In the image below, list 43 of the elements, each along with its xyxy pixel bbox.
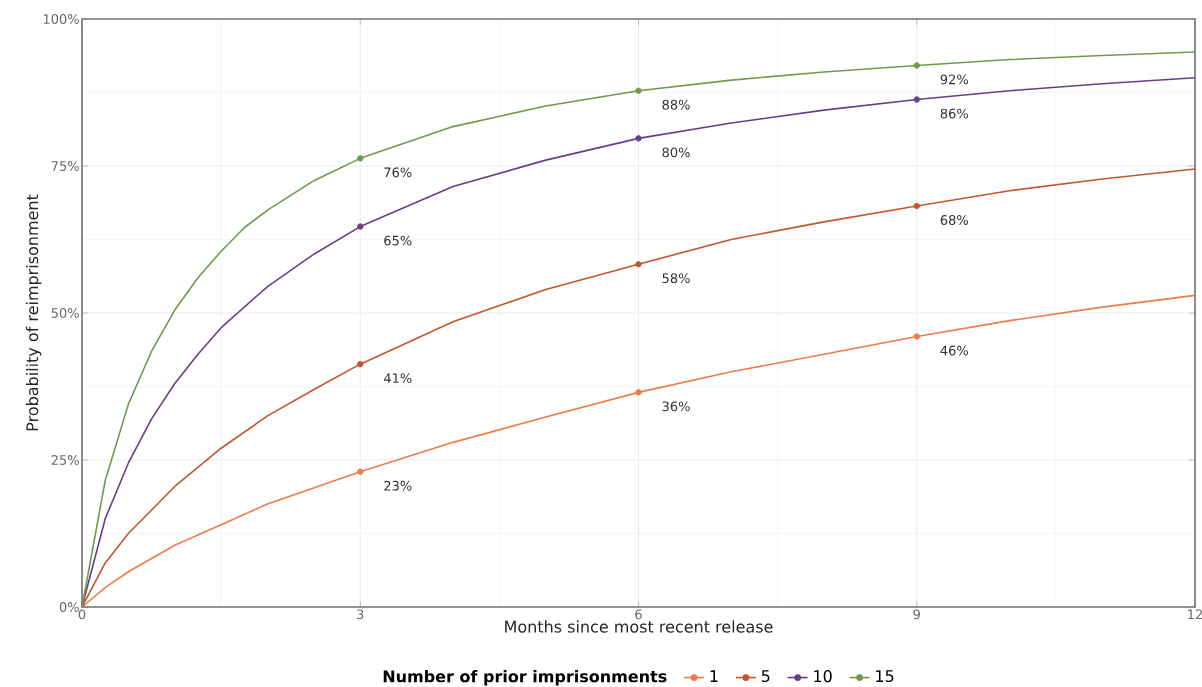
x-tick-label: 6 [635,609,642,620]
data-label: 86% [940,108,968,119]
point [913,333,920,340]
data-label: 46% [940,345,968,356]
y-tick-label: 0% [59,602,79,612]
y-tick-label: 50% [51,308,79,318]
line-series [81,294,1196,608]
data-label: 92% [940,74,968,85]
data-label: 80% [662,147,690,158]
point [913,62,920,69]
data-label: 68% [940,215,968,225]
data-label: 76% [384,167,412,178]
data-label: 88% [662,99,690,110]
point [357,223,364,230]
legend-label: 5 [761,670,770,683]
point [913,202,920,210]
point [635,87,642,94]
data-label: 65% [384,235,412,246]
point [357,360,364,368]
data-label: 23% [384,480,412,491]
point [357,468,364,475]
point [913,96,920,103]
y-tick-label: 25% [51,455,79,465]
x-tick-label: 12 [1188,609,1202,620]
point [635,261,642,268]
y-tick-label: 100% [43,14,79,24]
line-series [81,168,1196,608]
legend-label: 1 [710,670,718,682]
data-label: 58% [662,273,690,284]
legend-title: Number of prior imprisonments [383,670,667,686]
y-tick-label: 75% [51,161,79,171]
point [635,135,642,142]
legend-label: 15 [876,670,894,683]
y-axis-title: Probability of reimprisonment [25,194,42,431]
x-tick-label: 0 [78,609,86,620]
x-axis-title: Months since most recent release [505,620,773,633]
data-label: 36% [662,401,690,412]
x-tick-label: 9 [913,609,920,620]
point [357,155,364,162]
data-label: 41% [383,373,412,384]
legend-label: 10 [814,670,832,683]
x-tick-label: 3 [357,609,364,620]
point [635,389,642,396]
